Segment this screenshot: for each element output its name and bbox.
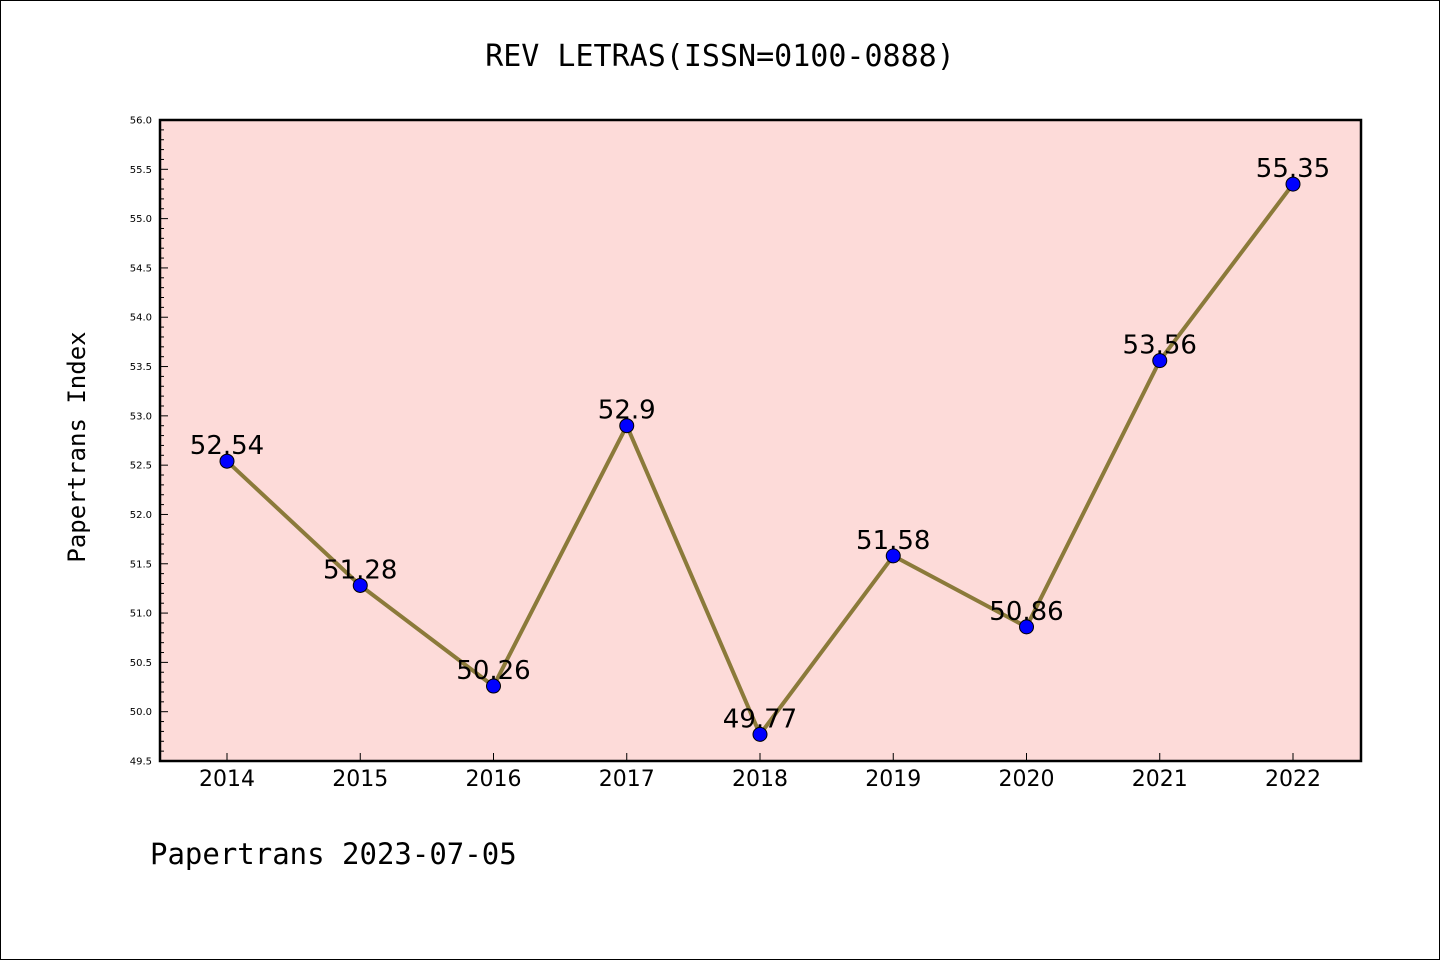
y-tick-label: 55.0 [130,214,152,225]
data-point [219,453,235,469]
data-point [619,418,635,434]
data-point [1152,353,1168,369]
data-label: 52.9 [598,396,656,426]
x-axis: 2014 2015 2016 2017 2018 2019 2020 2021 2022 [199,753,1321,792]
x-tick-label: 2015 [332,767,388,792]
data-point [1285,176,1301,192]
data-label: 53.56 [1123,331,1197,361]
x-tick-label: 2017 [599,767,655,792]
y-tick-label: 54.5 [130,263,152,274]
y-tick-label: 51.0 [130,609,152,620]
x-tick-label: 2016 [466,767,522,792]
y-tick-label: 54.0 [130,313,152,324]
data-point [352,577,368,593]
y-tick-label: 52.5 [130,461,152,472]
data-point [885,548,901,564]
y-tick-label: 53.0 [130,411,152,422]
y-tick-label: 55.5 [130,165,152,176]
y-tick-label: 56.0 [130,116,152,127]
data-label: 50.26 [456,656,530,686]
x-tick-label: 2018 [732,767,788,792]
x-tick-label: 2019 [865,767,921,792]
plot-border [158,118,1363,763]
y-tick-label: 53.5 [130,362,152,373]
data-point [1019,619,1034,635]
x-tick-label: 2021 [1132,767,1188,792]
footer-date: Papertrans 2023-07-05 [150,837,517,871]
data-point [486,678,501,694]
data-label: 55.35 [1256,154,1330,184]
data-label: 49.77 [723,704,797,734]
y-axis-label: Papertrans Index [63,331,91,562]
data-label: 51.58 [856,526,930,556]
chart-title: REV LETRAS(ISSN=0100-0888) [485,39,955,74]
y-axis: 49.5 50.0 50.5 51.0 51.5 52.0 52.5 53.0 53.5 54.0… [130,116,168,768]
y-tick-label: 51.5 [130,559,152,570]
data-label: 52.54 [190,431,264,461]
y-tick-label: 50.5 [130,658,152,669]
x-tick-label: 2014 [199,767,255,792]
plot-area [160,120,1361,761]
y-tick-label: 52.0 [130,510,152,521]
x-tick-label: 2020 [999,767,1055,792]
data-point [752,726,768,742]
data-labels: 52.54 51.28 50.26 52.9 49.77 51.58 50.86 53.56 5… [190,154,1330,734]
data-markers [219,176,1301,742]
data-label: 50.86 [989,597,1063,627]
y-tick-label: 49.5 [130,757,152,768]
y-tick-label: 50.0 [130,707,152,718]
x-tick-label: 2022 [1265,767,1321,792]
data-label: 51.28 [323,555,397,585]
